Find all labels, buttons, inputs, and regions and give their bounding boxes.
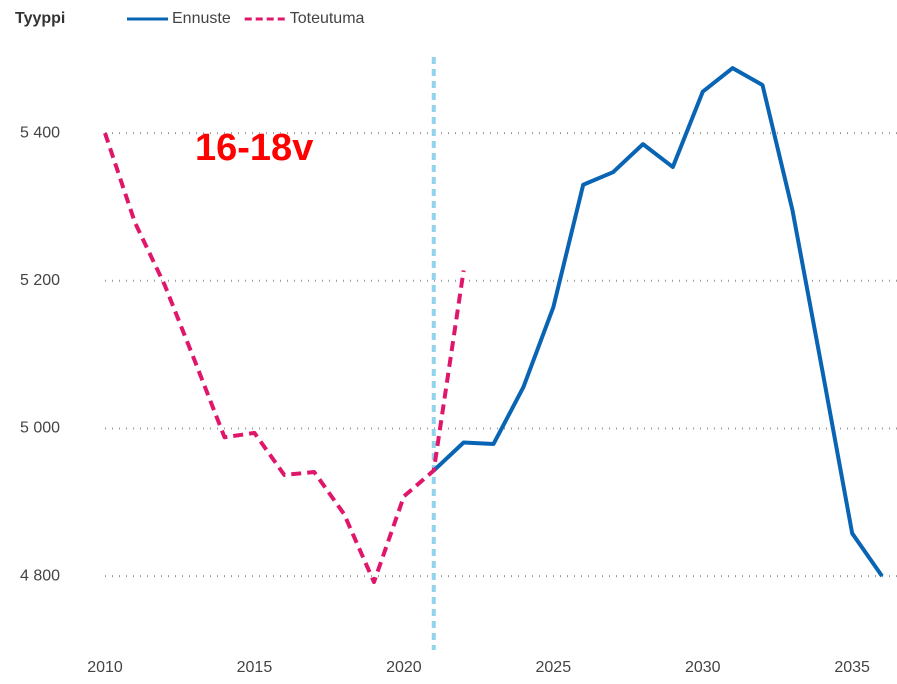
x-tick-label: 2020	[386, 659, 422, 676]
y-tick-label: 5 000	[20, 420, 60, 437]
x-tick-label: 2035	[834, 659, 870, 676]
legend-title: Tyyppi	[15, 10, 65, 27]
x-tick-label: 2015	[237, 659, 273, 676]
legend-label: Toteutuma	[290, 10, 365, 27]
series-line	[103, 132, 466, 585]
y-tick-label: 5 400	[20, 124, 60, 141]
x-tick-label: 2025	[536, 659, 572, 676]
y-tick-label: 5 200	[20, 272, 60, 289]
series-line	[432, 66, 884, 578]
x-tick-label: 2030	[685, 659, 721, 676]
x-tick-label: 2010	[87, 659, 123, 676]
legend-label: Ennuste	[172, 10, 231, 27]
y-tick-label: 4 800	[20, 567, 60, 584]
annotation: 16-18v	[195, 127, 313, 169]
